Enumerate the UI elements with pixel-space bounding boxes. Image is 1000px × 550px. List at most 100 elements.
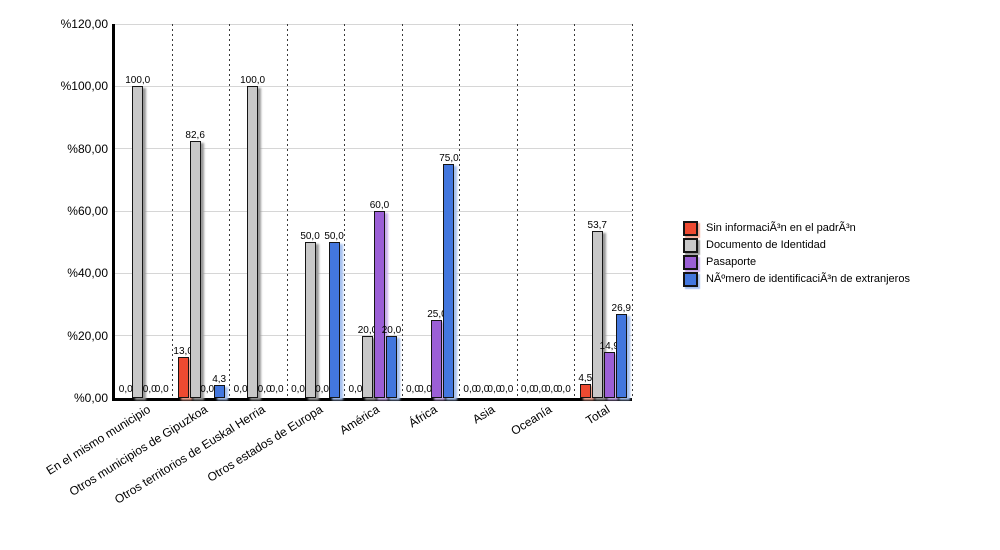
bar-value-label: 0,0 [200,384,215,395]
gridline-horizontal [115,335,632,337]
bar: 20,0 [382,325,401,398]
gridline-vertical-dotted [631,24,633,398]
bar-value-label: 0,0 [257,384,272,395]
legend-item: Documento de Identidad [683,238,910,253]
y-tick-label: %80,00 [67,141,108,156]
legend-swatch-icon [683,272,698,287]
y-tick-label: %40,00 [67,266,108,281]
bar: 50,0 [300,231,320,398]
bar-value-label: 0,0 [118,384,133,395]
plot-area: 0,0 100,0 0,0 0,0 13,0 82,6 0,0 4,3 0,0 100,0 0,0 0… [112,23,633,401]
bar-value-label: 82,6 [185,129,205,141]
bar-value-label: 13,0 [173,346,193,358]
bar-group: 0,0 0,0 25,0 75,0 [402,24,459,398]
bar: 4,5 [578,373,592,398]
bar: 4,3 [212,374,226,398]
gridline-vertical-dotted [459,24,461,398]
bar-value-label: 14,9 [599,340,619,352]
legend-swatch-icon [683,255,698,270]
x-category-label: Asia [470,402,498,427]
bar-group: 0,0 50,0 0,0 50,0 [287,24,344,398]
bar-group: 0,0 0,0 0,0 0,0 [460,24,517,398]
bar-value-label: 0,0 [532,384,547,395]
bar-value-label: 0,0 [269,384,284,395]
gridline-horizontal [115,148,632,150]
bar-value-label: 0,0 [544,384,559,395]
legend-item: Sin informaciÃ³n en el padrÃ³n [683,221,910,236]
bar-group: 0,0 0,0 0,0 0,0 [517,24,574,398]
legend-item: NÃºmero de identificaciÃ³n de extranjero… [683,272,910,287]
bar-value-label: 100,0 [125,75,151,87]
bar-value-label: 50,0 [300,231,320,243]
y-tick-label: %120,00 [60,17,108,31]
legend-label: Sin informaciÃ³n en el padrÃ³n [706,222,856,234]
legend-swatch-icon [683,221,698,236]
gridline-horizontal [115,23,632,25]
bar-value-label: 25,0 [427,309,447,321]
legend-label: NÃºmero de identificaciÃ³n de extranjero… [706,273,910,285]
bar-value-label: 60,0 [369,200,390,211]
bar: 82,6 [185,130,205,398]
gridline-vertical-dotted [229,24,231,398]
bar-value-label: 20,0 [357,324,378,336]
legend: Sin informaciÃ³n en el padrÃ³n Documento … [683,221,910,289]
bar-value-label: 4,3 [212,373,227,385]
bar-value-label: 50,0 [324,231,344,243]
bar-value-label: 0,0 [348,384,363,395]
y-tick-label: %0,00 [73,391,108,405]
bar: 75,0 [439,153,459,398]
bar-value-label: 0,0 [405,384,420,395]
gridline-vertical-dotted [574,24,576,398]
bar: 100,0 [125,75,150,398]
bar-group: 13,0 82,6 0,0 4,3 [172,24,229,398]
bar-value-label: 20,0 [381,324,402,336]
bar-group: 0,0 20,0 60,0 20,0 [345,24,402,398]
bar-value-label: 0,0 [487,384,502,395]
y-tick-label: %60,00 [67,204,108,218]
gridline-vertical-dotted [344,24,346,398]
bar: 20,0 [358,325,377,398]
gridline-vertical-dotted [286,24,288,398]
x-category-label: Total [583,402,613,428]
bar: 13,0 [173,346,193,398]
bar: 50,0 [324,231,344,398]
bar: 14,9 [600,341,619,398]
gridline-horizontal [115,272,632,274]
bar-value-label: 53,7 [587,219,607,231]
y-tick-label: %100,00 [60,79,108,94]
bar-group: 0,0 100,0 0,0 0,0 [115,24,172,398]
bar-value-label: 0,0 [291,384,305,395]
legend-label: Documento de Identidad [706,239,826,251]
bar: 53,7 [588,220,607,398]
y-tick-label: %20,00 [67,328,108,343]
bar-value-label: 4,5 [578,372,593,384]
bar-value-label: 0,0 [315,384,329,395]
gridline-vertical-dotted [171,24,173,398]
bar-value-label: 100,0 [240,75,266,87]
legend-label: Pasaporte [706,256,757,268]
bar-value-label: 0,0 [499,384,514,395]
x-category-label: Oceanía [508,402,555,439]
gridline-vertical-dotted [516,24,518,398]
bar-value-label: 0,0 [556,384,571,395]
legend-swatch-icon [683,238,698,253]
bar: 100,0 [240,75,265,398]
bar: 60,0 [370,200,389,398]
bar-group: 0,0 100,0 0,0 0,0 [230,24,287,398]
bar-value-label: 0,0 [233,384,248,395]
x-category-label: América [337,402,383,438]
bar: 26,9 [612,303,631,398]
bar-value-label: 0,0 [417,384,432,395]
x-category-label: África [406,402,440,431]
bar-group: 4,5 53,7 14,9 26,9 [575,24,632,398]
bar-value-label: 0,0 [154,384,169,395]
legend-item: Pasaporte [683,255,910,270]
gridline-vertical-dotted [401,24,403,398]
bar-value-label: 0,0 [463,384,478,395]
bar-value-label: 0,0 [475,384,490,395]
gridline-horizontal [115,210,632,212]
bar: 25,0 [427,309,447,398]
bar-value-label: 0,0 [142,384,157,395]
bar-value-label: 75,0 [439,153,459,165]
